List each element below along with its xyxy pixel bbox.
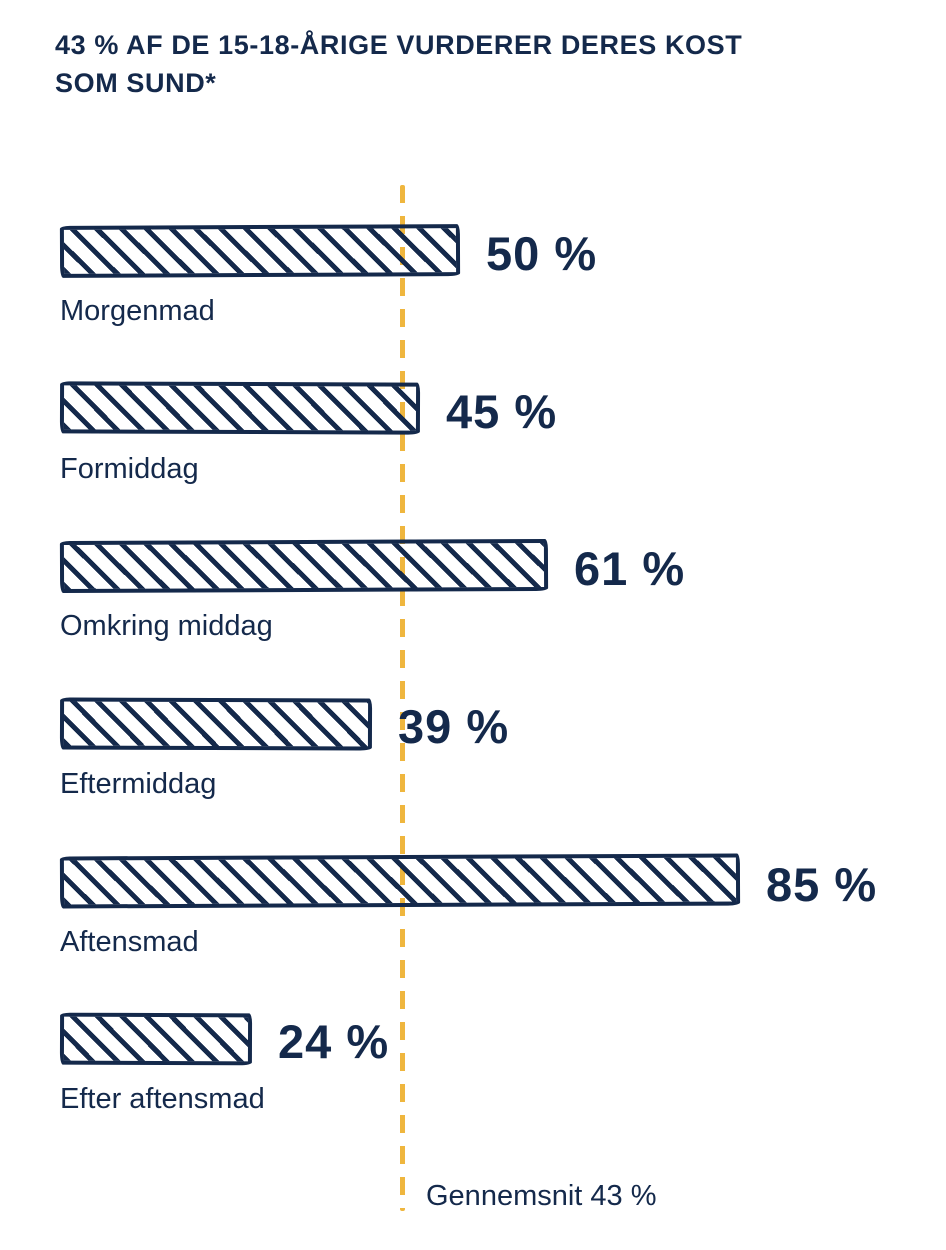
bar-row-efter-aftensmad: 24 % Efter aftensmad [59,1008,877,1166]
chart-title-line-1: 43 % AF DE 15-18-ÅRIGE VURDERER DERES KO… [55,30,743,60]
bar-formiddag [59,381,421,435]
value-label: 24 % [278,1015,390,1069]
category-label: Morgenmad [60,295,215,327]
bar-row-eftermiddag: 39 % Eftermiddag [59,693,877,851]
bar-aftensmad [59,853,741,909]
value-label: 61 % [574,542,686,596]
bar-rows: 50 % Morgenmad 45 % Formiddag 61 % Omkri… [59,220,878,1166]
category-label: Omkring middag [60,610,273,643]
category-label: Formiddag [60,452,199,485]
average-dashed-line [400,185,405,1211]
bar-row-formiddag: 45 % Formiddag [59,378,877,536]
bar-row-aftensmad: 85 % Aftensmad [59,851,878,1009]
value-label: 45 % [446,384,558,438]
value-label: 50 % [486,227,598,280]
bar-row-morgenmad: 50 % Morgenmad [59,220,877,378]
chart-title-line-2: SOM SUND* [55,68,217,98]
bar-omkring-middag [59,538,549,593]
category-label: Aftensmad [60,925,199,958]
average-label: Gennemsnit 43 % [426,1180,657,1212]
bar-eftermiddag [59,697,373,751]
bar-efter-aftensmad [59,1012,253,1066]
bar-row-omkring-middag: 61 % Omkring middag [59,535,877,693]
category-label: Eftermiddag [60,768,217,801]
bar-morgenmad [59,223,461,278]
chart-title: 43 % AF DE 15-18-ÅRIGE VURDERER DERES KO… [55,26,855,102]
category-label: Efter aftensmad [60,1083,265,1116]
value-label: 39 % [398,700,510,754]
value-label: 85 % [766,857,878,911]
